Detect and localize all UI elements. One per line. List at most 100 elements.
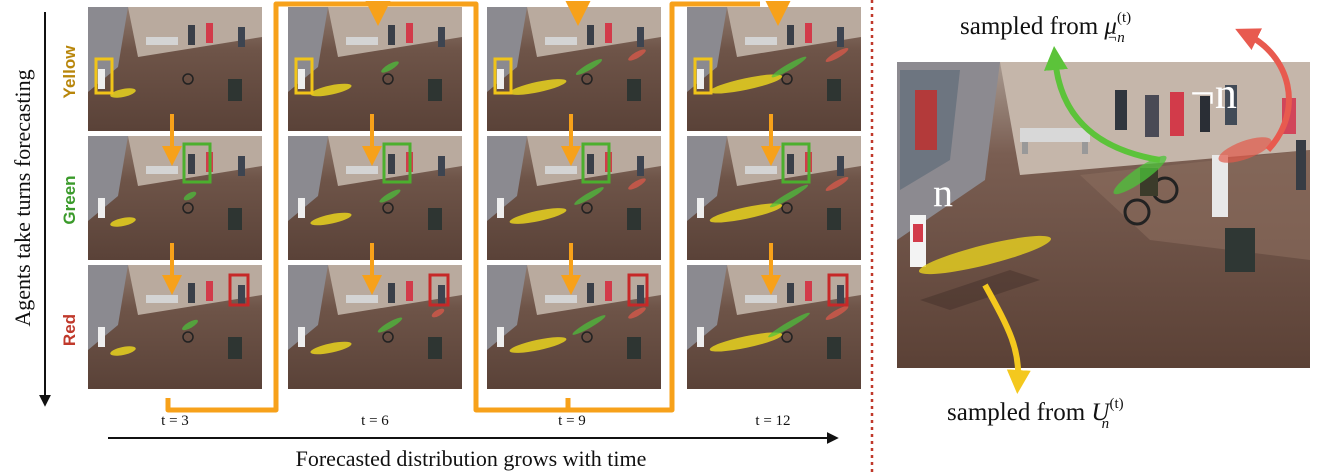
yellow-forecast [110, 88, 136, 98]
yellow-agent-box [94, 57, 114, 95]
green-forecast [769, 184, 809, 208]
frame-bin [428, 208, 442, 230]
frame-person [637, 156, 644, 176]
frame-person [805, 23, 812, 43]
green-forecast [377, 317, 403, 333]
yellow-forecast [310, 341, 352, 355]
frame-person [438, 285, 445, 305]
frame-r2-c4 [687, 114, 861, 260]
frame-r1-c1 [88, 7, 262, 131]
frame-cyclist [781, 73, 793, 85]
frame-person [697, 69, 704, 89]
frame-person [697, 327, 704, 347]
frame-person [497, 327, 504, 347]
frame-r3-c1 [88, 243, 262, 389]
yellow-forecast [509, 337, 567, 353]
frame-r2-c2 [288, 114, 462, 260]
frame-cyclist [182, 202, 194, 214]
green-forecast [183, 191, 197, 201]
green-agent-box [581, 142, 611, 184]
yellow-agent-box [693, 57, 713, 95]
label-not-n: ¬n [1190, 69, 1237, 118]
top-caption: sampled from μ(t) ¬n [960, 10, 1131, 46]
frame-person [637, 27, 644, 47]
red-curved-arrow [1235, 28, 1292, 153]
frame-person [298, 327, 305, 347]
green-agent-box [182, 142, 212, 184]
frame-person [605, 281, 612, 301]
green-forecast [182, 319, 198, 331]
agent-label-green: Green [60, 175, 79, 224]
frame-person [188, 283, 195, 303]
green-agent-box [382, 142, 412, 184]
frame-person [406, 23, 413, 43]
frame-bin [827, 79, 841, 101]
frame-bin [228, 337, 242, 359]
frame-bench [745, 166, 777, 174]
frame-r1-c3 [487, 7, 661, 131]
frame-bench [346, 295, 378, 303]
frame-bench [545, 295, 577, 303]
frame-person [388, 25, 395, 45]
top-caption-symbol: μ [1103, 13, 1117, 40]
top-caption-sub: ¬n [1107, 30, 1125, 46]
red-forecast [628, 49, 646, 61]
top-caption-sup: (t) [1117, 10, 1131, 26]
frame-bin [627, 208, 641, 230]
frame-person [837, 285, 844, 305]
yellow-forecast [709, 332, 783, 352]
green-forecast [572, 315, 606, 335]
frame-r1-c2 [288, 7, 462, 131]
frame-bench [545, 166, 577, 174]
green-forecast [379, 189, 401, 203]
label-n: n [933, 170, 953, 215]
yellow-agent-box [294, 57, 314, 95]
frame-person [298, 198, 305, 218]
frame-bench [346, 37, 378, 45]
timestep-label-3: t = 9 [558, 413, 586, 429]
agent-label-red: Red [60, 314, 79, 346]
frame-bin [627, 79, 641, 101]
frame-bench [745, 37, 777, 45]
bottom-caption: sampled from U(t) n [947, 396, 1124, 432]
frame-bin [228, 208, 242, 230]
yellow-forecast [110, 217, 136, 227]
right-scene: n ¬n [897, 62, 1310, 368]
frame-bin [627, 337, 641, 359]
red-forecast [431, 308, 445, 318]
frame-person [206, 281, 213, 301]
red-forecast [628, 178, 646, 190]
timestep-label-2: t = 6 [361, 413, 389, 429]
frame-bench [146, 295, 178, 303]
frame-bin [428, 79, 442, 101]
frame-r2-c1 [88, 114, 262, 260]
frame-person [438, 156, 445, 176]
bottom-caption-prefix: sampled from [947, 399, 1091, 426]
frame-r3-c4 [687, 243, 861, 389]
frame-person [787, 25, 794, 45]
y-axis-label: Agents take turns forecasting [10, 69, 35, 326]
yellow-forecast [509, 208, 567, 224]
green-forecast [381, 61, 399, 73]
red-forecast [825, 177, 849, 191]
yellow-forecast [709, 203, 783, 223]
frame-person [805, 281, 812, 301]
frame-cyclist [581, 331, 593, 343]
green-forecast [771, 56, 807, 78]
frame-cyclist [182, 331, 194, 343]
yellow-forecast [709, 74, 783, 94]
red-agent-box [428, 273, 450, 307]
frame-person [188, 25, 195, 45]
red-agent-box [827, 273, 849, 307]
yellow-agent-box [493, 57, 513, 95]
yellow-forecast [509, 79, 567, 95]
frame-person [98, 327, 105, 347]
frame-person [787, 283, 794, 303]
frame-person [497, 69, 504, 89]
red-agent-box [228, 273, 250, 307]
frame-person [238, 27, 245, 47]
frame-person [637, 285, 644, 305]
frame-person [697, 198, 704, 218]
frame-bench [545, 37, 577, 45]
